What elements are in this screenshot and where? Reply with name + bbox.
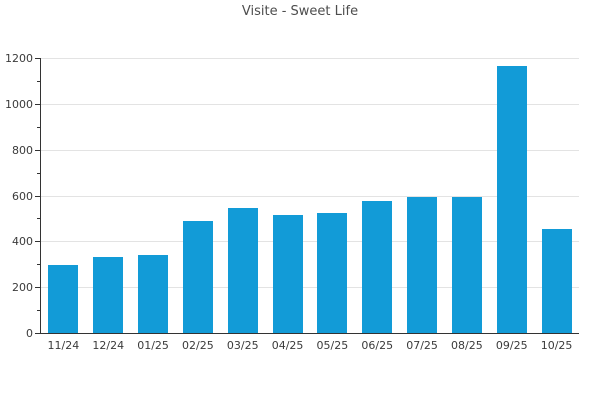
y-tick-0 [35,333,40,334]
y-tick-label-1200: 1200 [5,52,33,65]
y-tick-900 [37,126,40,128]
bar-05/25 [317,212,348,333]
x-tick-label-12/24: 12/24 [92,339,125,352]
x-tick-label-11/24: 11/24 [47,339,80,352]
y-tick-label-200: 200 [12,281,33,295]
x-tick-label-02/25: 02/25 [182,339,214,352]
x-tick-label-04/25: 04/25 [271,339,304,352]
y-tick-label-600: 600 [12,189,33,203]
plot-area: 0 200 400 600 800 1000 1200 11/24 12/24 01/25 02/2… [5,52,579,352]
bar-01/25 [138,255,169,333]
x-tick-label-06/25: 06/25 [361,339,394,352]
gridline-1000 [41,103,579,105]
y-tick-1000 [35,103,40,105]
gridline-200 [41,287,579,289]
y-tick-label-800: 800 [12,143,33,157]
bar-10/25 [541,229,572,333]
y-tick-200 [35,287,40,289]
x-tick-label-07/25: 07/25 [406,339,438,352]
y-tick-400 [35,241,40,243]
x-tick-label-05/25: 05/25 [316,339,349,352]
gridline-600 [41,195,579,197]
bar-12/24 [93,257,124,333]
gridline-1200 [41,58,579,59]
y-tick-300 [37,264,40,266]
x-axis-line [40,333,579,334]
x-tick-label-10/25: 10/25 [540,339,573,352]
bar-07/25 [407,196,438,333]
y-tick-500 [37,218,40,220]
bar-04/25 [272,214,303,333]
x-tick-label-01/25: 01/25 [137,339,169,352]
y-axis-line [40,58,41,333]
y-tick-600 [35,195,40,197]
y-tick-700 [37,172,40,174]
x-tick-label-09/25: 09/25 [495,339,528,352]
y-tick-800 [35,149,40,151]
gridline-800 [41,149,579,151]
y-tick-label-400: 400 [12,235,33,249]
y-tick-label-1000: 1000 [5,97,33,111]
bar-02/25 [182,220,213,333]
y-tick-1100 [37,80,40,82]
bar-03/25 [227,208,258,333]
bar-11/24 [48,265,79,333]
bar-09/25 [496,66,527,333]
chart-title: Visite - Sweet Life [241,4,359,19]
bar-08/25 [451,197,482,333]
bar-06/25 [362,200,393,333]
gridline-400 [41,241,579,243]
y-tick-1200 [35,58,40,59]
y-tick-label-0: 0 [26,327,33,340]
x-tick-label-03/25: 03/25 [226,339,259,352]
y-tick-100 [37,310,40,312]
x-tick-label-08/25: 08/25 [451,339,483,352]
